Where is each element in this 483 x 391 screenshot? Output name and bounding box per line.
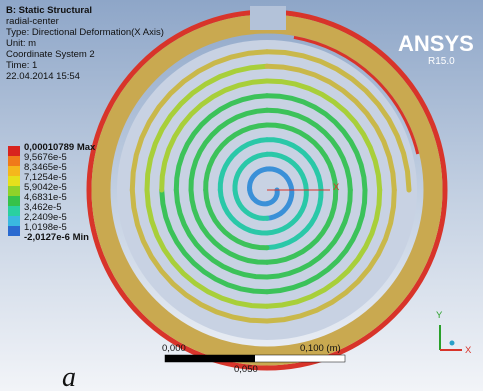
legend-swatch: [8, 196, 20, 206]
scale-bar-segment: [165, 355, 255, 362]
spiral-segment: [264, 63, 397, 193]
spiral-segment: [144, 187, 270, 309]
spiral-segment: [264, 166, 295, 193]
spiral-segment: [159, 187, 270, 295]
spiral: [129, 49, 412, 324]
scale-label: 0,050: [234, 364, 258, 375]
header-line: 22.04.2014 15:54: [6, 71, 80, 82]
header-title: B: Static Structural: [6, 5, 92, 16]
spiral-segment: [159, 78, 270, 193]
spiral-segment: [129, 49, 270, 193]
spiral-segment: [264, 107, 353, 193]
notch: [250, 6, 286, 30]
header-line: Type: Directional Deformation(X Axis): [6, 27, 164, 38]
header-line: Coordinate System 2: [6, 49, 95, 60]
spiral-segment: [217, 137, 270, 193]
spiral-segment: [264, 187, 280, 207]
spiral-segment: [264, 187, 295, 221]
spiral-segment: [264, 187, 397, 324]
spiral-segment: [203, 187, 270, 251]
spiral-segment: [232, 187, 270, 221]
spiral-segment: [264, 122, 339, 193]
header-line: Time: 1: [6, 60, 37, 71]
legend-label: 0,00010789 Max: [24, 142, 96, 153]
spiral-segment: [264, 187, 324, 251]
spiral-segment: [264, 78, 383, 193]
spiral-segment: [173, 93, 270, 193]
legend-label: 1,0198e-5: [24, 222, 67, 233]
spiral-segment: [188, 187, 270, 265]
legend-label: 4,6831e-5: [24, 192, 67, 203]
spiral-segment: [264, 137, 324, 193]
triad-label: X: [465, 345, 472, 356]
spiral-segment: [264, 93, 368, 193]
spiral-segment: [188, 107, 270, 193]
legend-swatch: [8, 156, 20, 166]
legend-swatch: [8, 216, 20, 226]
triad-z: [449, 340, 455, 346]
spiral-segment: [217, 187, 270, 236]
spiral-segment: [246, 166, 270, 193]
spiral-segment: [144, 63, 270, 193]
legend: 0,00010789 Max9,5676e-58,3465e-57,1254e-…: [8, 142, 96, 243]
spiral-segment: [264, 187, 368, 295]
spiral-segment: [129, 187, 270, 324]
legend-label: 5,9042e-5: [24, 182, 67, 193]
legend-label: 3,462e-5: [24, 202, 62, 213]
spiral-segment: [264, 151, 309, 193]
logo-version: R15.0: [428, 56, 455, 67]
spiral-segment: [203, 122, 270, 193]
spiral-segment: [247, 187, 270, 207]
legend-swatch: [8, 186, 20, 196]
scale-label: 0,000: [162, 343, 186, 354]
header-line: radial-center: [6, 16, 59, 27]
scale-label: 0,100 (m): [300, 343, 341, 354]
legend-swatch: [8, 146, 20, 156]
spiral-segment: [264, 49, 412, 193]
triad-label: Y: [436, 310, 443, 321]
logo: ANSYS: [398, 31, 474, 56]
legend-swatch: [8, 206, 20, 216]
legend-swatch: [8, 226, 20, 236]
spiral-segment: [173, 187, 270, 280]
header: B: Static Structural radial-center Type:…: [6, 5, 164, 82]
legend-swatch: [8, 176, 20, 186]
spiral-segment: [264, 187, 353, 280]
legend-label: -2,0127e-6 Min: [24, 232, 89, 243]
legend-label: 2,2409e-5: [24, 212, 67, 223]
triad: Y X: [436, 310, 472, 356]
legend-label: 9,5676e-5: [24, 152, 67, 163]
legend-label: 7,1254e-5: [24, 172, 67, 183]
legend-swatch: [8, 166, 20, 176]
scale-bar: 0,000 0,100 (m) 0,050: [162, 343, 346, 375]
legend-label: 8,3465e-5: [24, 162, 67, 173]
caption: a: [62, 362, 76, 391]
spiral-segment: [232, 151, 270, 193]
spiral-segment: [264, 187, 383, 309]
spiral-segment: [264, 187, 339, 265]
inner-edge: [110, 33, 424, 347]
header-line: Unit: m: [6, 38, 36, 49]
spiral-segment: [264, 187, 309, 236]
center-axis-label: X: [333, 182, 340, 193]
